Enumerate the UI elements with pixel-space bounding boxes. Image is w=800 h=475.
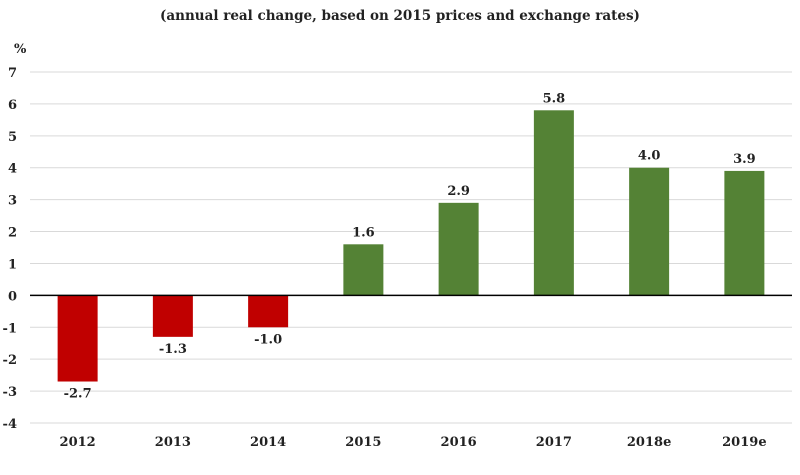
- bar-2019e: [724, 170, 765, 296]
- value-label: -1.3: [159, 342, 187, 357]
- x-tick-label: 2016: [441, 435, 477, 450]
- bar-2016: [438, 202, 479, 296]
- y-tick-label: 7: [8, 66, 17, 81]
- value-label: 1.6: [352, 225, 375, 240]
- y-tick-label: 2: [8, 226, 17, 241]
- bar-2013: [152, 295, 193, 337]
- bars: [57, 110, 765, 382]
- bar-2012: [57, 295, 98, 382]
- x-tick-label: 2012: [60, 435, 96, 450]
- x-tick-label: 2017: [536, 435, 572, 450]
- x-tick-label: 2018e: [627, 435, 671, 450]
- y-tick-label: 5: [8, 130, 17, 145]
- value-label: 5.8: [543, 91, 566, 106]
- x-tick-label: 2013: [155, 435, 191, 450]
- chart-subtitle: (annual real change, based on 2015 price…: [160, 8, 640, 24]
- value-label: -1.0: [254, 332, 282, 347]
- x-axis-ticks: 2012 2013 2014 2015 2016 2017 2018e 2019e: [60, 435, 767, 450]
- y-tick-label: -3: [3, 385, 17, 400]
- bar-2014: [248, 295, 289, 328]
- value-labels: -2.7 -1.3 -1.0 1.6 2.9 5.8 4.0 3.9: [64, 91, 756, 401]
- y-tick-label: -1: [3, 321, 17, 336]
- value-label: 2.9: [447, 184, 470, 199]
- gridlines: [30, 71, 792, 424]
- y-tick-label: -2: [3, 353, 17, 368]
- x-tick-label: 2015: [345, 435, 381, 450]
- y-tick-label: 0: [8, 289, 17, 304]
- y-tick-label: 1: [8, 257, 17, 272]
- bar-2018e: [629, 167, 670, 296]
- bar-2015: [343, 244, 384, 296]
- value-label: -2.7: [64, 387, 92, 402]
- y-tick-label: 6: [8, 98, 17, 113]
- y-axis-ticks: 7 6 5 4 3 2 1 0 -1 -2 -3 -4: [3, 66, 17, 432]
- value-label: 3.9: [733, 152, 756, 167]
- value-label: 4.0: [638, 149, 661, 164]
- y-axis-unit: %: [14, 42, 27, 57]
- x-tick-label: 2019e: [722, 435, 766, 450]
- bar-2017: [533, 110, 574, 296]
- x-tick-label: 2014: [250, 435, 286, 450]
- y-tick-label: 3: [8, 194, 17, 209]
- y-tick-label: -4: [3, 417, 17, 432]
- y-tick-label: 4: [8, 162, 17, 177]
